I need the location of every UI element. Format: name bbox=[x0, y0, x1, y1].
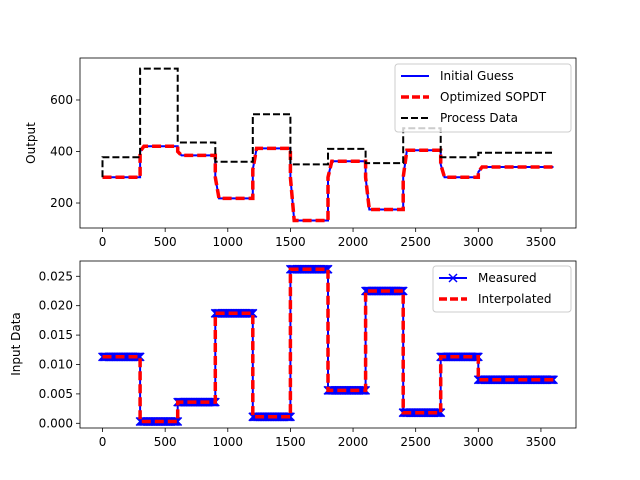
input-y-tick-label: 0.000 bbox=[39, 416, 73, 430]
output-x-tick-label: 3500 bbox=[526, 235, 557, 249]
output-x-tick-label: 500 bbox=[154, 235, 177, 249]
output-panel: 0 500 1000 1500 2000 2500 3000 3500 200 400 600 Ou… bbox=[24, 57, 577, 249]
output-y-axis-label: Output bbox=[24, 122, 38, 164]
input-plot-area bbox=[98, 264, 558, 427]
input-panel: 0 500 1000 1500 2000 2500 3000 3500 0.000 0.005 0.… bbox=[9, 260, 577, 449]
series-point-measured bbox=[323, 264, 333, 274]
output-plot-area bbox=[101, 67, 554, 223]
input-x-tick-label: 2500 bbox=[400, 435, 431, 449]
output-x-tick-label: 1000 bbox=[213, 235, 244, 249]
output-x-tick-label: 1500 bbox=[275, 235, 306, 249]
series-point-measured bbox=[285, 412, 295, 422]
legend-label-initial-guess: Initial Guess bbox=[440, 69, 514, 83]
output-y-tick-label: 200 bbox=[50, 196, 73, 210]
output-x-tick-label: 2000 bbox=[338, 235, 369, 249]
input-y-tick-label: 0.025 bbox=[39, 269, 73, 283]
output-x-tick-label: 2500 bbox=[400, 235, 431, 249]
input-axes-frame bbox=[79, 260, 577, 429]
output-x-tick-label: 3000 bbox=[463, 235, 494, 249]
input-y-tick-label: 0.015 bbox=[39, 328, 73, 342]
input-x-tick-label: 500 bbox=[154, 435, 177, 449]
series-point-measured bbox=[248, 308, 258, 318]
legend-label-interpolated: Interpolated bbox=[478, 292, 552, 306]
legend-label-optimized-sopdt: Optimized SOPDT bbox=[440, 90, 547, 104]
input-legend: Measured Interpolated bbox=[432, 265, 572, 313]
output-y-tick-label: 400 bbox=[50, 145, 73, 159]
legend-swatch-measured-marker bbox=[448, 273, 458, 283]
input-x-tick-label: 0 bbox=[99, 435, 107, 449]
series-line-process-data bbox=[101, 67, 554, 178]
output-legend-box bbox=[394, 63, 572, 133]
input-x-tick-label: 2000 bbox=[338, 435, 369, 449]
series-line-interpolated bbox=[102, 267, 554, 424]
series-point-measured bbox=[548, 375, 558, 385]
input-y-tick-label: 0.010 bbox=[39, 357, 73, 371]
series-point-measured bbox=[135, 352, 145, 362]
input-y-tick-label: 0.020 bbox=[39, 299, 73, 313]
input-y-tick-label: 0.005 bbox=[39, 387, 73, 401]
legend-label-measured: Measured bbox=[478, 271, 537, 285]
legend-label-process-data: Process Data bbox=[440, 111, 518, 125]
series-point-measured bbox=[173, 417, 183, 427]
output-y-tick-label: 600 bbox=[50, 93, 73, 107]
series-point-measured bbox=[398, 286, 408, 296]
output-ticks: 0 500 1000 1500 2000 2500 3000 3500 200 400 600 bbox=[50, 93, 556, 249]
input-legend-box bbox=[432, 265, 572, 313]
series-line-optimized-sopdt bbox=[102, 144, 554, 223]
input-y-axis-label: Input Data bbox=[9, 312, 23, 376]
output-axes-frame bbox=[79, 57, 577, 229]
series-point-measured bbox=[436, 408, 446, 418]
input-x-tick-label: 1500 bbox=[275, 435, 306, 449]
input-x-tick-label: 3500 bbox=[526, 435, 557, 449]
input-ticks: 0 500 1000 1500 2000 2500 3000 3500 0.000 0.005 0.… bbox=[39, 269, 557, 449]
input-x-tick-label: 1000 bbox=[213, 435, 244, 449]
output-x-tick-label: 0 bbox=[99, 235, 107, 249]
input-x-tick-label: 3000 bbox=[463, 435, 494, 449]
output-legend: Initial Guess Optimized SOPDT Process Da… bbox=[394, 63, 572, 133]
